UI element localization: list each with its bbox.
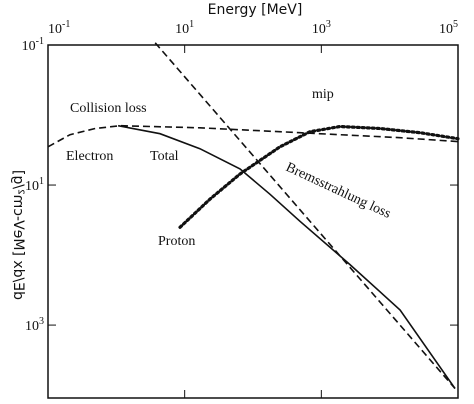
- plot-frame: [47, 44, 459, 399]
- tick-exponent: -1: [36, 36, 44, 47]
- tick-base: 10: [439, 22, 453, 37]
- curve: [178, 124, 460, 229]
- tick-base: 10: [48, 22, 62, 37]
- tick-exponent: 3: [39, 316, 44, 327]
- tick-base: 10: [22, 39, 36, 54]
- tick-label: 103: [312, 19, 331, 37]
- annotation: Total: [150, 149, 179, 164]
- curve: [154, 42, 456, 390]
- tick-exponent: -1: [62, 19, 70, 30]
- tick-exponent: 1: [39, 176, 44, 187]
- tick-exponent: 5: [453, 19, 458, 30]
- annotation: Bremsstrahlung loss: [283, 160, 393, 222]
- tick-exponent: 3: [326, 19, 331, 30]
- annotation: Collision loss: [70, 101, 147, 116]
- curve: [117, 124, 456, 389]
- tick-base: 10: [312, 22, 326, 37]
- tick-base: 10: [25, 179, 39, 194]
- annotation: mip: [312, 87, 334, 102]
- tick-label: 10-1: [22, 36, 44, 54]
- tick-label: 105: [439, 19, 458, 37]
- annotation: Electron: [66, 149, 113, 164]
- tick-exponent: 1: [189, 19, 194, 30]
- curve: [47, 124, 459, 148]
- tick-label: 101: [175, 19, 194, 37]
- tick-base: 10: [175, 22, 189, 37]
- y-axis-title: dE/dx [MeV-cm²/g]: [10, 170, 26, 300]
- tick-label: 10-1: [48, 19, 70, 37]
- tick-label: 103: [25, 316, 44, 334]
- x-axis-title: Energy [MeV]: [208, 2, 303, 18]
- tick-base: 10: [25, 319, 39, 334]
- annotation: Proton: [158, 234, 195, 249]
- tick-label: 101: [25, 176, 44, 194]
